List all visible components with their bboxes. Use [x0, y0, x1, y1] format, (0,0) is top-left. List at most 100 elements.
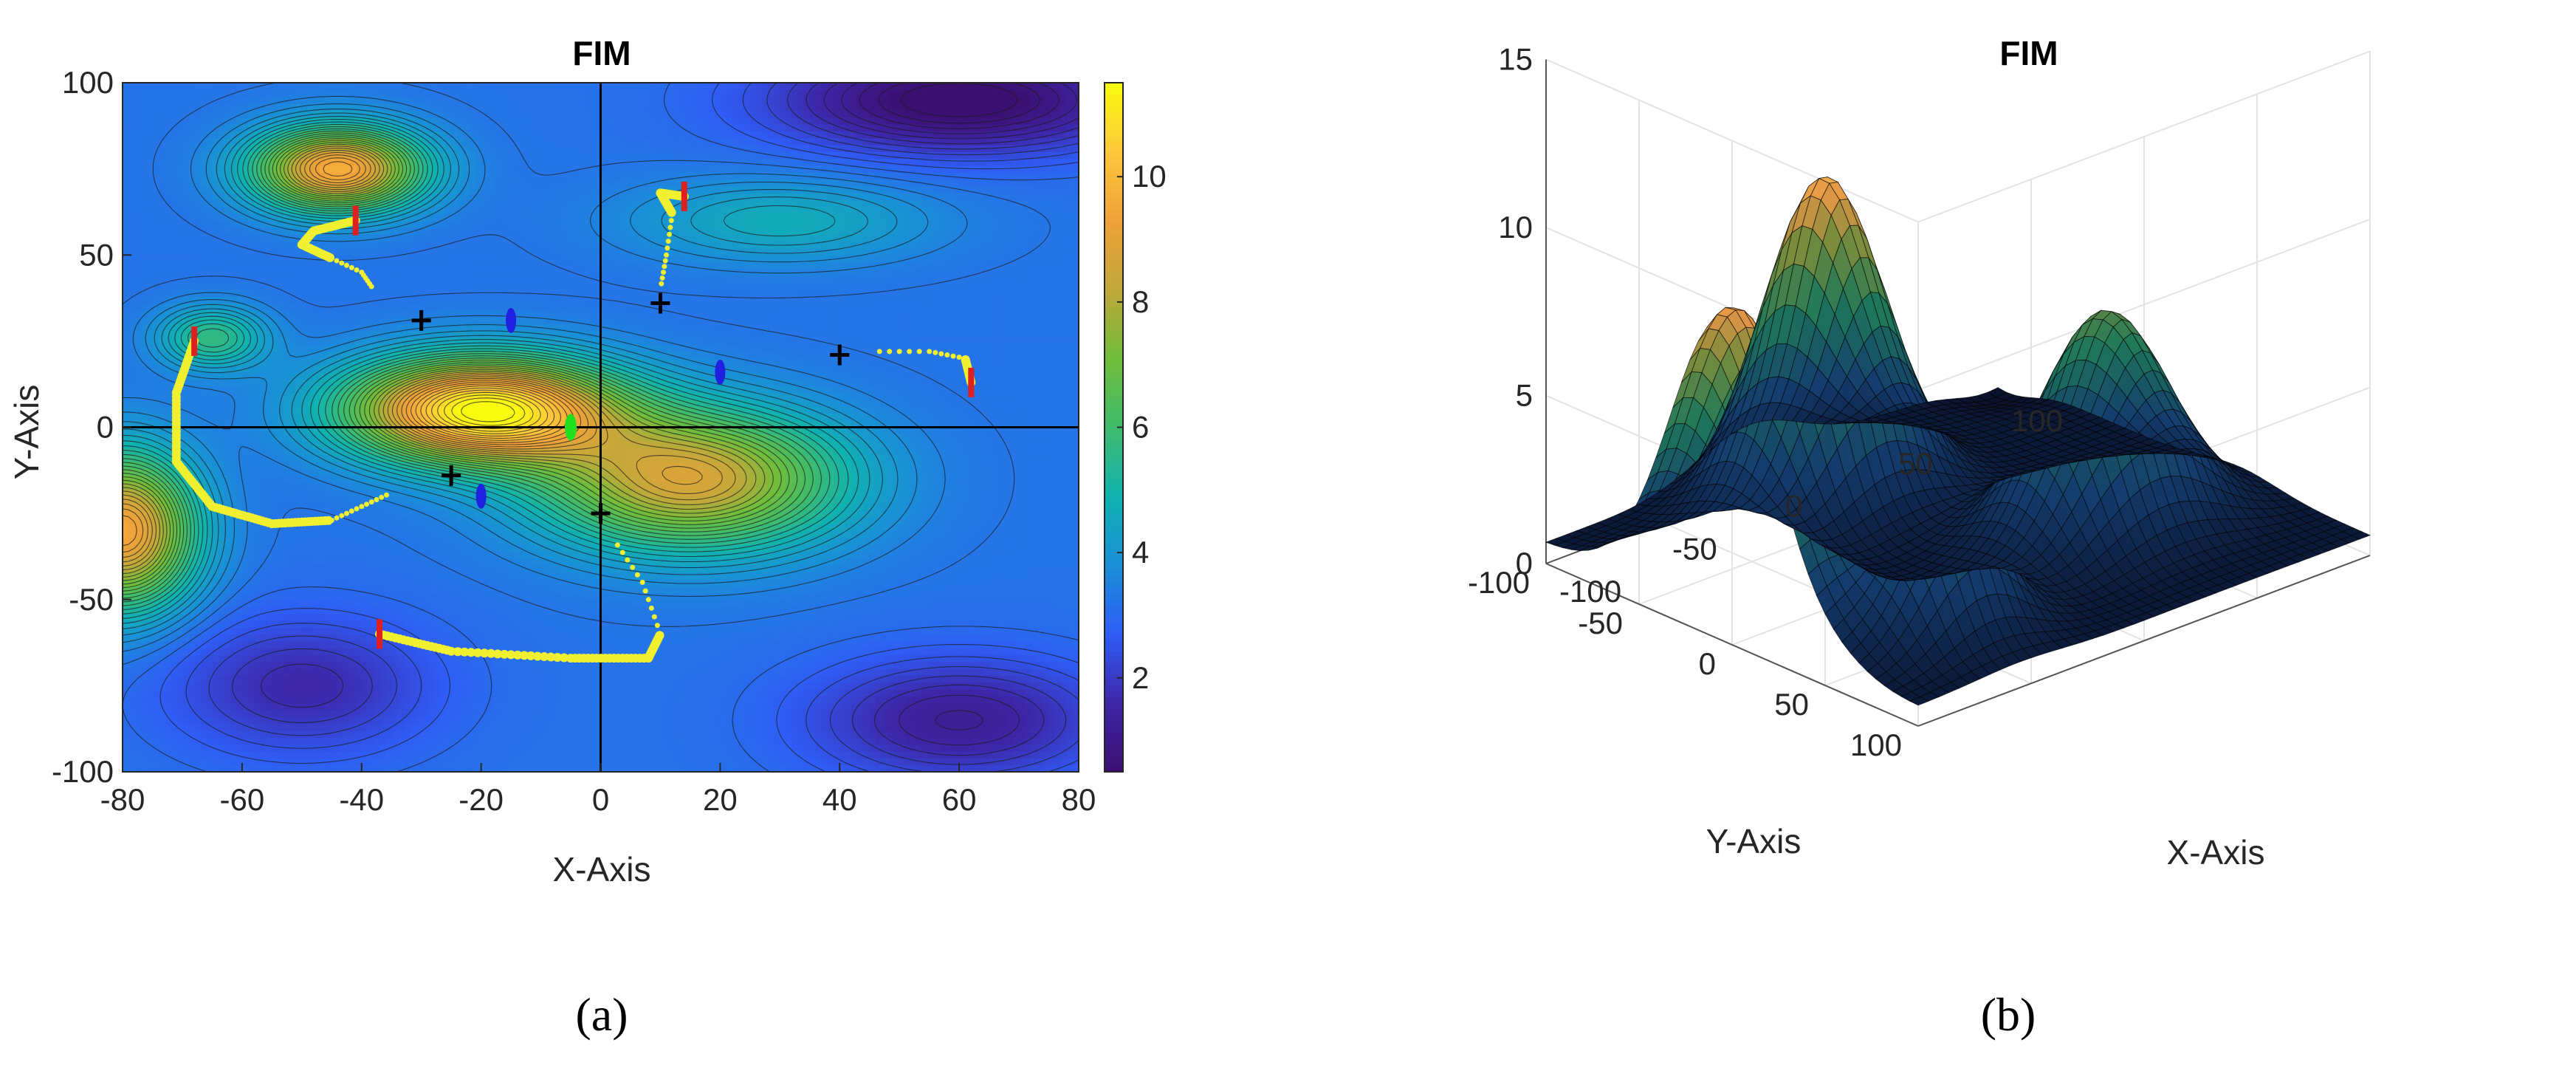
trajectory-point — [950, 353, 956, 359]
chart-a-ylabel: Y-Axis — [7, 385, 46, 480]
markers — [191, 181, 975, 649]
trajectory-point — [630, 564, 636, 570]
trajectory-point — [364, 502, 369, 507]
start-marker — [681, 181, 687, 211]
trajectory-5 — [375, 542, 664, 663]
start-marker — [968, 367, 975, 397]
z-tick-label: 10 — [1498, 210, 1533, 244]
trajectory-point — [657, 631, 663, 637]
trajectory-point — [956, 355, 962, 360]
x-tick-label: 60 — [942, 782, 977, 817]
y-tick-label: 100 — [1850, 728, 1902, 762]
trajectory-point — [520, 651, 529, 660]
colorbar: 10 8 6 4 2 — [1104, 82, 1167, 773]
colorbar-tick-label: 2 — [1132, 660, 1149, 695]
sensor-cross — [650, 292, 670, 314]
trajectory-point — [634, 572, 640, 578]
trajectory-point — [560, 653, 569, 663]
trajectory-point — [665, 239, 671, 244]
contour-lines — [122, 82, 1079, 773]
trajectory-point — [938, 351, 944, 357]
trajectory-point — [887, 349, 893, 355]
y-tick-label: -50 — [1578, 606, 1623, 640]
trajectory-point — [339, 513, 345, 518]
x-tick-label: 50 — [1898, 446, 1933, 481]
trajectory-point — [944, 352, 950, 357]
trajectory-point — [639, 579, 645, 585]
heatmap-ticks: -80 -60 -40 -20 0 20 40 60 80 100 50 0 -50 -100 — [52, 65, 1096, 817]
trajectory-point — [374, 497, 379, 502]
x-tick-label: -60 — [220, 782, 265, 817]
x-tick-label: -40 — [339, 782, 384, 817]
x-tick-label: 0 — [592, 782, 609, 817]
z-tick-label: 15 — [1498, 42, 1533, 77]
trajectory-point — [359, 504, 365, 510]
y-tick-label: 50 — [1774, 687, 1809, 722]
trajectory-point — [659, 275, 665, 281]
trajectory-point — [648, 605, 654, 611]
chart-a-xlabel: X-Axis — [553, 850, 651, 889]
x-tick-label: 80 — [1062, 782, 1096, 817]
trajectory-point — [625, 557, 631, 563]
trajectory-point — [927, 349, 932, 355]
trajectory-point — [553, 653, 562, 662]
trajectory-point — [661, 270, 666, 275]
trajectory-point — [664, 252, 669, 258]
y-tick-label: 100 — [62, 65, 114, 100]
trajectory-point — [480, 648, 490, 658]
trajectory-point — [329, 256, 334, 261]
chart-b-xlabel: X-Axis — [2167, 833, 2265, 872]
trajectory-point — [932, 349, 938, 355]
trajectory-point — [876, 349, 882, 355]
trajectory-point — [670, 210, 676, 216]
x-tick-label: -80 — [100, 782, 145, 817]
sensor-cross — [591, 503, 611, 524]
trajectory-point — [667, 231, 673, 237]
trajectory-point — [916, 349, 922, 355]
trajectory-point — [467, 648, 476, 657]
y-tick-label: -100 — [1468, 565, 1530, 600]
trajectory-point — [348, 264, 354, 270]
trajectory-point — [546, 652, 556, 662]
trajectory-2 — [297, 216, 374, 290]
x-tick-label: 40 — [822, 782, 857, 817]
target-marker — [565, 414, 577, 441]
y-tick-label: 0 — [1699, 646, 1716, 681]
trajectory-point — [662, 264, 667, 270]
trajectory-point — [487, 648, 496, 658]
x-tick-label: -50 — [1672, 531, 1717, 566]
panel-a: FIM -80 -60 -40 -20 0 20 40 60 80 100 50 0 -50 -100 1… — [7, 34, 1167, 1041]
panel-a-label: (a) — [575, 988, 628, 1041]
trajectory-point — [506, 650, 516, 660]
colorbar-tick-label: 10 — [1132, 159, 1167, 194]
trajectory-point — [526, 651, 536, 660]
y-tick-label: -100 — [52, 754, 114, 789]
trajectory-point — [654, 623, 660, 629]
trajectory-point — [354, 267, 360, 273]
trajectory-point — [493, 649, 503, 659]
trajectory-point — [334, 258, 340, 264]
blue-marker — [475, 483, 487, 509]
trajectory-point — [619, 550, 625, 555]
panel-b-label: (b) — [1981, 988, 2036, 1041]
trajectory-point — [896, 349, 902, 355]
trajectory-point — [500, 649, 509, 659]
trajectory-point — [368, 284, 374, 290]
chart-a-title: FIM — [572, 34, 631, 72]
start-marker — [191, 326, 198, 356]
trajectory-point — [344, 262, 349, 268]
trajectory-point — [344, 510, 349, 516]
trajectory-point — [354, 506, 360, 512]
x-tick-label: 100 — [2011, 403, 2063, 438]
x-tick-label: 20 — [703, 782, 738, 817]
sensor-cross — [830, 344, 850, 366]
y-tick-label: 0 — [97, 410, 114, 445]
trajectory-point — [614, 542, 620, 548]
trajectory-point — [667, 225, 673, 230]
trajectory-point — [659, 281, 664, 287]
z-tick-label: 0 — [1516, 546, 1533, 581]
contour-path — [122, 82, 1079, 773]
trajectory-point — [348, 508, 354, 514]
